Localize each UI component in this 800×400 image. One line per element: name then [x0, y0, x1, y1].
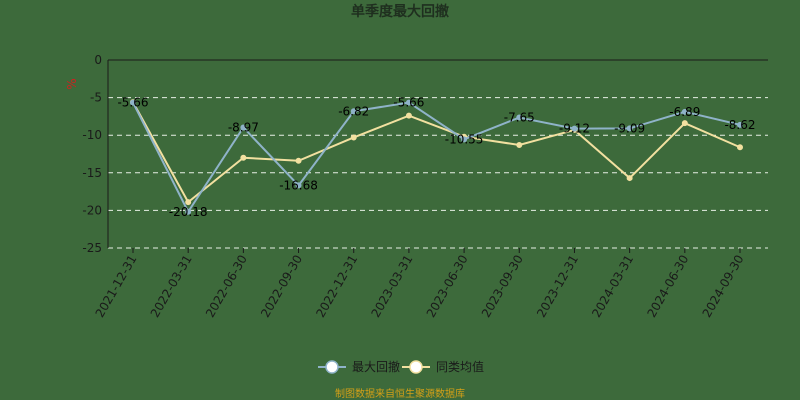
series-lines — [130, 99, 743, 215]
data-labels: -5.66 -20.18 -8.97 -16.68 -6.82 -5.66 -10.55 -7… — [117, 96, 755, 219]
data-point[interactable] — [461, 136, 468, 143]
data-point[interactable] — [130, 99, 136, 106]
data-label: -5.66 — [393, 96, 424, 110]
y-tick-label: -10 — [82, 128, 102, 142]
data-point[interactable] — [405, 99, 412, 106]
data-point[interactable] — [737, 121, 743, 128]
data-point[interactable] — [295, 157, 302, 164]
x-tick-label: 2021-12-31 — [93, 253, 140, 320]
x-tick-label: 2023-03-31 — [369, 253, 416, 320]
x-tick-label: 2023-12-31 — [534, 253, 581, 320]
x-tick-label: 2024-09-30 — [700, 253, 747, 320]
data-label: -6.82 — [338, 104, 369, 118]
legend-marker — [325, 360, 339, 374]
data-label: -10.55 — [445, 132, 484, 146]
y-tick-label: 0 — [94, 53, 102, 67]
data-point[interactable] — [571, 125, 578, 132]
data-label: -7.65 — [504, 111, 535, 125]
series-line-drawdown — [132, 101, 741, 214]
legend[interactable]: 最大回撤 同类均值 — [318, 359, 484, 374]
series-line-peer-average — [132, 101, 741, 204]
data-label: -5.66 — [117, 96, 148, 110]
chart-title: 单季度最大回撤 — [351, 3, 449, 20]
data-point[interactable] — [681, 120, 688, 127]
data-point[interactable] — [626, 125, 633, 132]
data-point[interactable] — [737, 144, 743, 151]
x-tick-label: 2022-03-31 — [148, 253, 195, 320]
data-point[interactable] — [350, 108, 357, 115]
x-tick-label: 2024-03-31 — [589, 253, 636, 320]
data-point[interactable] — [240, 124, 247, 131]
data-point[interactable] — [240, 154, 247, 161]
data-label: -9.12 — [559, 122, 590, 136]
x-tick-label: 2023-06-30 — [424, 253, 471, 320]
y-tick-label: -25 — [82, 241, 102, 255]
source-note: 制图数据来自恒生聚源数据库 — [335, 387, 465, 400]
legend-item-peer-average[interactable]: 同类均值 — [402, 359, 484, 374]
data-point[interactable] — [405, 112, 412, 119]
y-axis-unit: % — [65, 78, 79, 89]
data-label: -16.68 — [279, 178, 318, 192]
data-point[interactable] — [295, 182, 302, 189]
data-label: -20.18 — [169, 205, 208, 219]
x-tick-label: 2022-12-31 — [313, 253, 360, 320]
data-point[interactable] — [626, 175, 633, 182]
y-tick-label: -20 — [82, 203, 102, 217]
data-point[interactable] — [516, 114, 523, 121]
legend-label: 同类均值 — [436, 359, 484, 374]
data-label: -8.62 — [724, 118, 755, 132]
y-tick-label: -15 — [82, 166, 102, 180]
data-point[interactable] — [516, 141, 523, 148]
legend-marker — [409, 360, 423, 374]
data-label: -8.97 — [228, 120, 259, 134]
data-point[interactable] — [350, 134, 357, 141]
data-label: -9.09 — [614, 121, 645, 135]
data-point[interactable] — [185, 199, 192, 206]
data-label: -6.89 — [669, 105, 700, 119]
legend-label: 最大回撤 — [352, 359, 400, 374]
y-tick-label: -5 — [90, 91, 102, 105]
x-tick-label: 2022-06-30 — [203, 253, 250, 320]
data-point[interactable] — [185, 208, 192, 215]
x-tick-label: 2022-09-30 — [258, 253, 305, 320]
grid-lines — [108, 59, 768, 249]
x-tick-label: 2023-09-30 — [479, 253, 526, 320]
data-point[interactable] — [681, 108, 688, 115]
legend-item-drawdown[interactable]: 最大回撤 — [318, 359, 400, 374]
x-tick-label: 2024-06-30 — [644, 253, 691, 320]
